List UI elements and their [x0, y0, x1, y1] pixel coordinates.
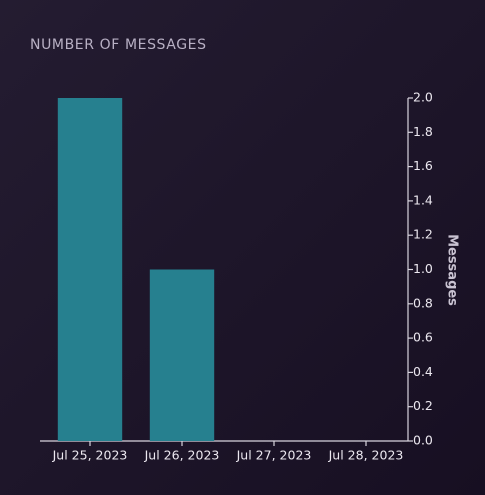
y-tick-label: 0.6	[413, 330, 433, 345]
y-tick-label: 1.8	[413, 124, 433, 139]
y-tick-label: 0.2	[413, 398, 433, 413]
y-tick-label: 0.0	[413, 433, 433, 448]
bar	[149, 269, 215, 441]
x-tick-label: Jul 28, 2023	[328, 448, 404, 463]
y-axis-label: Messages	[445, 234, 460, 306]
x-tick-label: Jul 25, 2023	[52, 448, 128, 463]
y-tick-label: 2.0	[413, 90, 433, 105]
chart-title: NUMBER OF MESSAGES	[30, 37, 207, 53]
y-tick-label: 1.4	[413, 192, 433, 207]
y-tick-label: 1.2	[413, 227, 433, 242]
y-tick-label: 0.4	[413, 364, 433, 379]
y-tick-label: 0.8	[413, 295, 433, 310]
y-tick-label: 1.6	[413, 158, 433, 173]
y-tick-label: 1.0	[413, 261, 433, 276]
bar	[57, 98, 123, 441]
x-tick-label: Jul 27, 2023	[236, 448, 312, 463]
x-tick-label: Jul 26, 2023	[144, 448, 220, 463]
